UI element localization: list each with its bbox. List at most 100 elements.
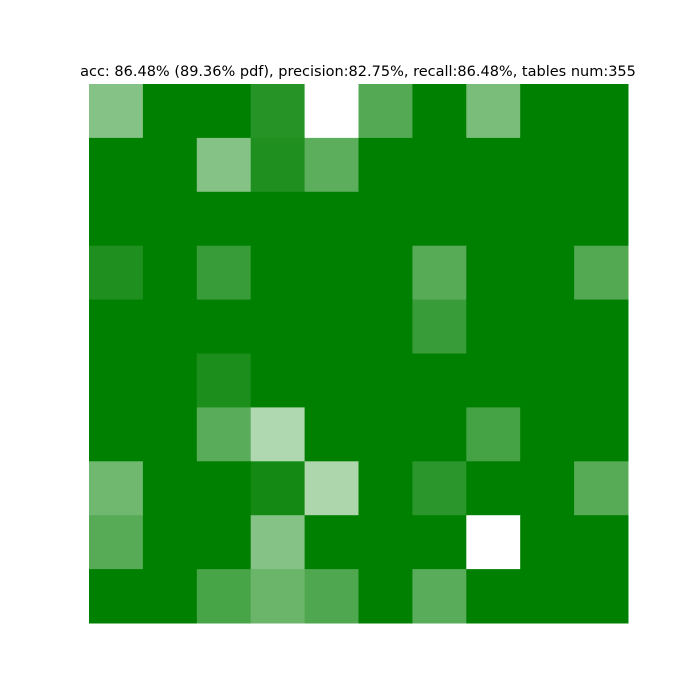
heatmap-cell-r5-c9 [574, 353, 629, 408]
heatmap-cell-r1-c6 [412, 137, 467, 193]
heatmap-cell-r4-c7 [466, 299, 521, 354]
heatmap-cell-r8-c4 [304, 515, 359, 570]
heatmap-cell-r4-c4 [304, 299, 359, 354]
heatmap-cell-r8-c3 [250, 515, 306, 570]
heatmap-cell-r3-c9 [574, 245, 629, 301]
heatmap-cell-r8-c0 [89, 515, 144, 570]
heatmap-cell-r8-c2 [196, 515, 252, 570]
heatmap-cell-r6-c1 [142, 407, 198, 462]
heatmap-cell-r0-c0 [89, 84, 144, 139]
heatmap-cell-r3-c3 [250, 245, 306, 301]
heatmap-cell-r8-c6 [412, 515, 467, 570]
heatmap-cell-r2-c7 [466, 191, 521, 247]
heatmap-cell-r0-c4 [304, 84, 359, 139]
heatmap-cell-r5-c1 [142, 353, 198, 408]
heatmap-cell-r3-c7 [466, 245, 521, 301]
heatmap-cell-r4-c6 [412, 299, 467, 354]
heatmap-cell-r6-c0 [89, 407, 144, 462]
heatmap-cell-r2-c1 [142, 191, 198, 247]
heatmap-cell-r6-c9 [574, 407, 629, 462]
heatmap-cell-r5-c3 [250, 353, 306, 408]
heatmap-cell-r5-c4 [304, 353, 359, 408]
heatmap-cell-r3-c1 [142, 245, 198, 301]
heatmap-cell-r6-c8 [520, 407, 575, 462]
heatmap-cell-r2-c3 [250, 191, 306, 247]
heatmap-cell-r5-c8 [520, 353, 575, 408]
heatmap-cell-r1-c3 [250, 137, 306, 193]
heatmap-cell-r5-c2 [196, 353, 252, 408]
heatmap-cell-r4-c3 [250, 299, 306, 354]
heatmap-cell-r7-c0 [89, 461, 144, 516]
heatmap-cell-r2-c9 [574, 191, 629, 247]
heatmap-cell-r2-c4 [304, 191, 359, 247]
heatmap-cell-r1-c8 [520, 137, 575, 193]
heatmap-cell-r7-c5 [358, 461, 413, 516]
heatmap-cell-r9-c9 [574, 569, 629, 624]
heatmap-cell-r2-c0 [89, 191, 144, 247]
heatmap-cell-r6-c7 [466, 407, 521, 462]
chart-title: acc: 86.48% (89.36% pdf), precision:82.7… [80, 64, 636, 80]
heatmap-cell-r3-c2 [196, 245, 252, 301]
heatmap-cell-r2-c2 [196, 191, 252, 247]
heatmap-cell-r0-c2 [196, 84, 252, 139]
heatmap-cell-r5-c0 [89, 353, 144, 408]
heatmap-cell-r6-c3 [250, 407, 306, 462]
heatmap-cell-r6-c5 [358, 407, 413, 462]
heatmap-cell-r5-c5 [358, 353, 413, 408]
heatmap-cell-r3-c0 [89, 245, 144, 301]
heatmap-cell-r7-c8 [520, 461, 575, 516]
heatmap-cell-r2-c5 [358, 191, 413, 247]
heatmap-cell-r4-c2 [196, 299, 252, 354]
heatmap-cell-r1-c2 [196, 137, 252, 193]
heatmap-cell-r9-c3 [250, 569, 306, 624]
heatmap-cell-r9-c4 [304, 569, 359, 624]
heatmap-cell-r0-c6 [412, 84, 467, 139]
heatmap-cell-r7-c4 [304, 461, 359, 516]
heatmap-cell-r6-c6 [412, 407, 467, 462]
heatmap-cell-r1-c1 [142, 137, 198, 193]
heatmap-cell-r1-c9 [574, 137, 629, 193]
heatmap-cell-r5-c7 [466, 353, 521, 408]
heatmap-cell-r3-c8 [520, 245, 575, 301]
heatmap-cell-r7-c6 [412, 461, 467, 516]
heatmap-cell-r9-c1 [142, 569, 198, 624]
heatmap-cell-r9-c2 [196, 569, 252, 624]
heatmap-cell-r4-c5 [358, 299, 413, 354]
heatmap-cell-r7-c9 [574, 461, 629, 516]
heatmap-cell-r8-c7 [466, 515, 521, 570]
heatmap-cell-r9-c6 [412, 569, 467, 624]
heatmap-cell-r6-c4 [304, 407, 359, 462]
heatmap-cell-r6-c2 [196, 407, 252, 462]
heatmap-cell-r3-c6 [412, 245, 467, 301]
heatmap-cell-r0-c5 [358, 84, 413, 139]
heatmap-cell-r1-c5 [358, 137, 413, 193]
heatmap-cell-r1-c7 [466, 137, 521, 193]
heatmap-cell-r7-c2 [196, 461, 252, 516]
heatmap-cell-r8-c5 [358, 515, 413, 570]
heatmap-cell-r1-c4 [304, 137, 359, 193]
heatmap-cell-r0-c9 [574, 84, 629, 139]
heatmap-cell-r7-c1 [142, 461, 198, 516]
heatmap-cells [89, 84, 629, 624]
heatmap-cell-r9-c5 [358, 569, 413, 624]
heatmap-cell-r1-c0 [89, 137, 144, 193]
heatmap-cell-r8-c9 [574, 515, 629, 570]
heatmap-cell-r9-c7 [466, 569, 521, 624]
heatmap-cell-r4-c9 [574, 299, 629, 354]
heatmap-cell-r0-c8 [520, 84, 575, 139]
heatmap-cell-r3-c5 [358, 245, 413, 301]
heatmap-cell-r0-c7 [466, 84, 521, 139]
heatmap-cell-r9-c0 [89, 569, 144, 624]
heatmap-cell-r9-c8 [520, 569, 575, 624]
heatmap-cell-r4-c8 [520, 299, 575, 354]
heatmap-cell-r2-c6 [412, 191, 467, 247]
heatmap-cell-r7-c7 [466, 461, 521, 516]
heatmap-cell-r5-c6 [412, 353, 467, 408]
heatmap-cell-r4-c1 [142, 299, 198, 354]
heatmap-cell-r8-c1 [142, 515, 198, 570]
heatmap-cell-r8-c8 [520, 515, 575, 570]
heatmap-cell-r7-c3 [250, 461, 306, 516]
heatmap-cell-r2-c8 [520, 191, 575, 247]
heatmap-cell-r0-c1 [142, 84, 198, 139]
